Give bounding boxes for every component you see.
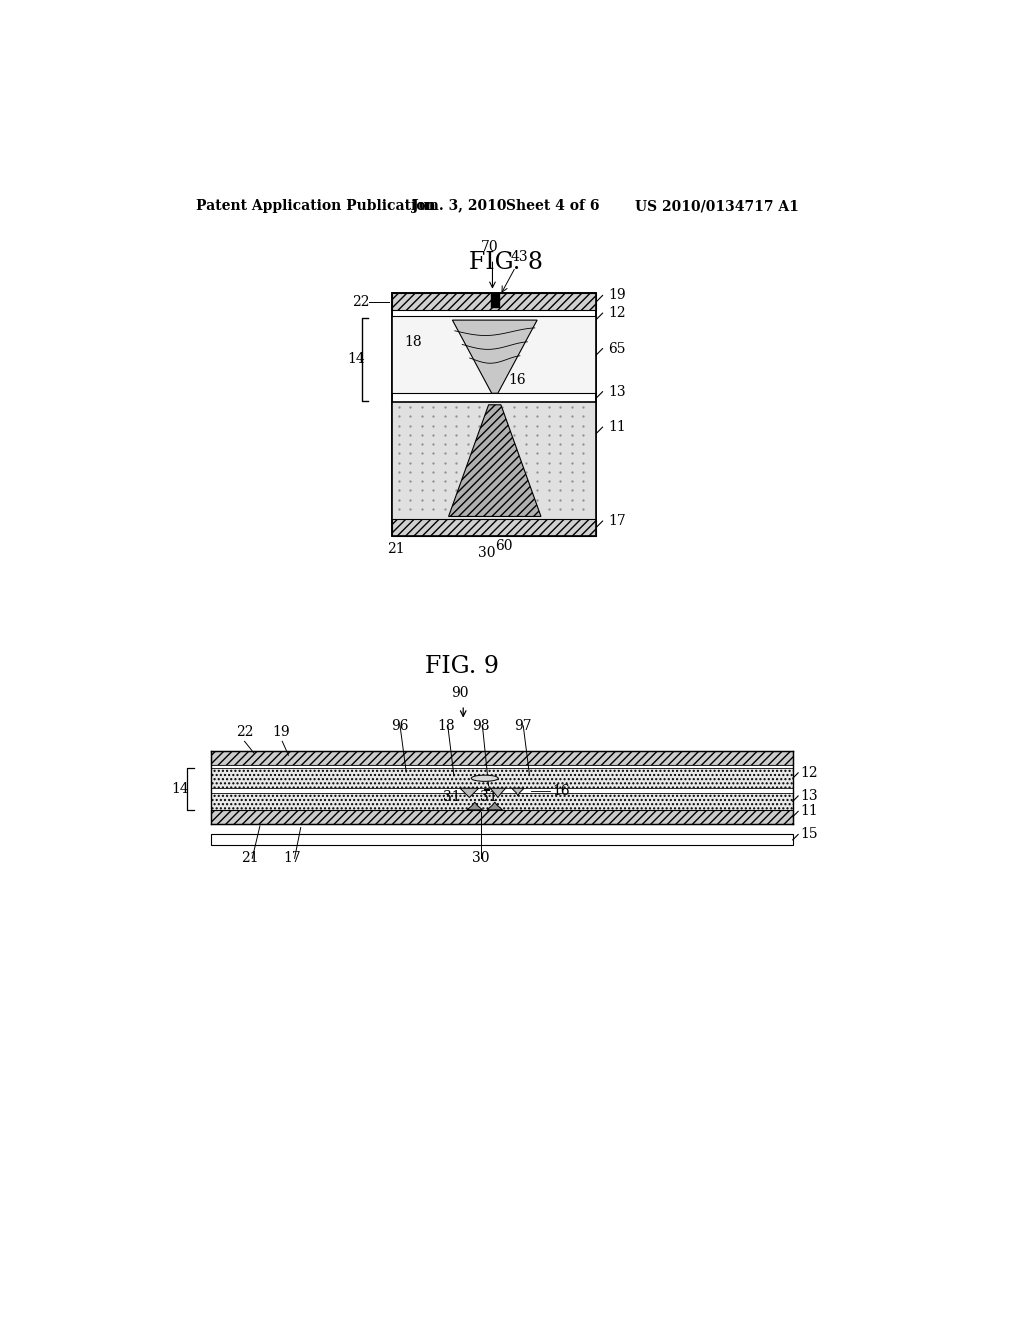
Text: 97: 97 — [514, 718, 532, 733]
Bar — [392, 403, 596, 519]
Text: 60: 60 — [496, 539, 513, 553]
Text: 19: 19 — [272, 725, 290, 739]
Polygon shape — [490, 293, 499, 308]
Bar — [211, 793, 793, 810]
Text: Sheet 4 of 6: Sheet 4 of 6 — [506, 199, 600, 213]
Text: 17: 17 — [608, 513, 626, 528]
Text: 30: 30 — [478, 546, 496, 560]
Polygon shape — [467, 803, 482, 810]
Text: 31: 31 — [480, 791, 498, 804]
Text: 16: 16 — [508, 374, 525, 387]
Text: 21: 21 — [241, 851, 259, 865]
Ellipse shape — [471, 775, 499, 781]
Polygon shape — [512, 788, 524, 796]
Text: 11: 11 — [608, 420, 626, 434]
Text: 18: 18 — [403, 334, 422, 348]
Text: 12: 12 — [608, 306, 626, 321]
Bar — [392, 293, 596, 536]
Text: 70: 70 — [480, 240, 499, 253]
Text: Patent Application Publication: Patent Application Publication — [196, 199, 435, 213]
Text: 22: 22 — [236, 725, 253, 739]
Text: 98: 98 — [472, 718, 489, 733]
Polygon shape — [453, 321, 538, 393]
Text: 13: 13 — [801, 789, 818, 803]
Bar — [392, 293, 596, 310]
Polygon shape — [487, 803, 503, 810]
Text: 96: 96 — [391, 718, 409, 733]
Bar — [211, 834, 793, 845]
Bar — [211, 751, 793, 766]
Text: 90: 90 — [452, 686, 469, 701]
Text: 21: 21 — [387, 541, 406, 556]
Text: 15: 15 — [801, 828, 818, 841]
Text: 31: 31 — [442, 791, 461, 804]
Text: 22: 22 — [352, 294, 370, 309]
Bar — [392, 317, 596, 393]
Text: 43: 43 — [511, 249, 528, 264]
Polygon shape — [449, 405, 541, 516]
Text: FIG. 9: FIG. 9 — [425, 655, 499, 678]
Text: 19: 19 — [608, 289, 626, 302]
Bar — [211, 810, 793, 824]
Text: 17: 17 — [284, 851, 301, 865]
Bar — [211, 766, 793, 768]
Text: FIG. 8: FIG. 8 — [469, 251, 543, 273]
Bar — [392, 519, 596, 536]
Bar — [392, 293, 596, 536]
Text: 11: 11 — [801, 804, 818, 818]
Text: 14: 14 — [171, 781, 189, 796]
Bar — [211, 788, 793, 793]
Polygon shape — [460, 788, 478, 797]
Polygon shape — [490, 788, 506, 797]
Text: 12: 12 — [801, 766, 818, 780]
Text: 14: 14 — [348, 352, 366, 367]
Text: Jun. 3, 2010: Jun. 3, 2010 — [412, 199, 506, 213]
Text: 18: 18 — [437, 718, 455, 733]
Bar — [211, 768, 793, 788]
Text: 65: 65 — [608, 342, 626, 355]
Text: US 2010/0134717 A1: US 2010/0134717 A1 — [635, 199, 799, 213]
Text: 13: 13 — [608, 384, 626, 399]
Text: 16: 16 — [553, 784, 570, 797]
Text: 30: 30 — [472, 851, 489, 865]
